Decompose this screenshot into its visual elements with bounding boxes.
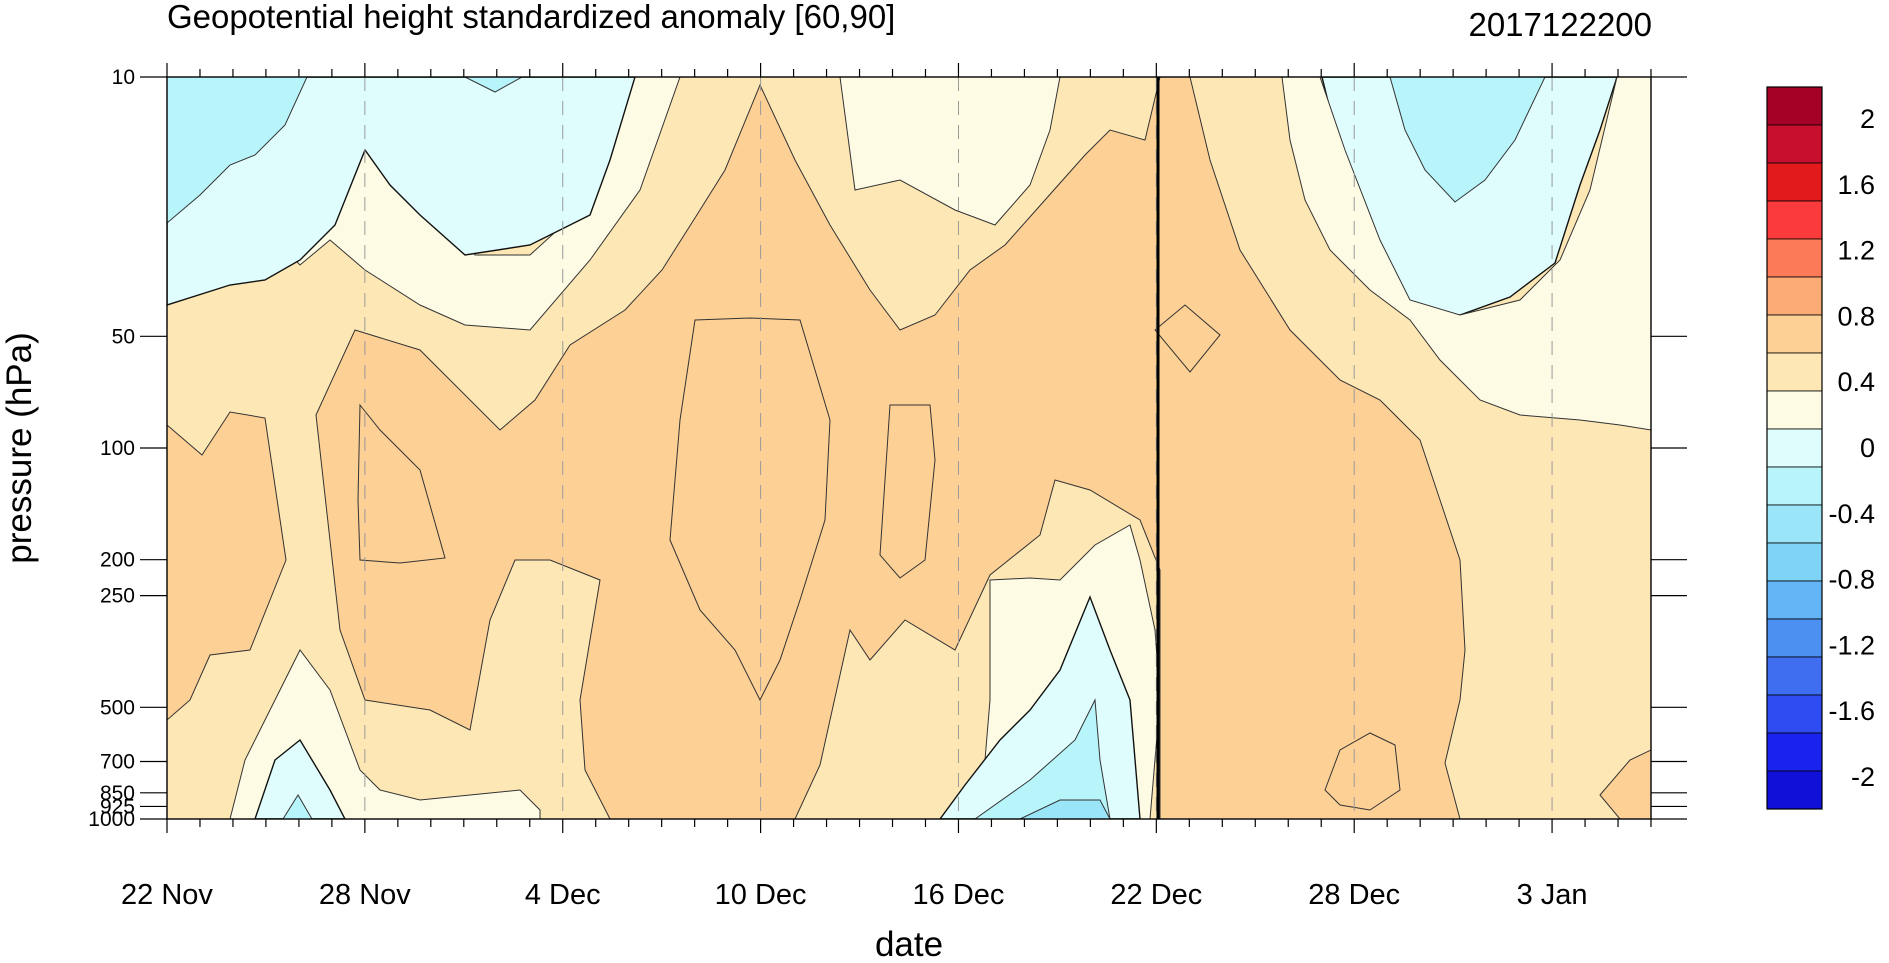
y-tick-label: 500 — [100, 696, 135, 719]
y-tick-label: 925 — [100, 795, 135, 818]
colorbar-label: 2 — [1860, 104, 1875, 134]
anomaly-region-neutral-top-2 — [839, 77, 1061, 226]
y-tick-label: 850 — [100, 782, 135, 805]
colorbar-label: -0.8 — [1828, 565, 1875, 595]
colorbar-swatch — [1766, 390, 1823, 430]
anomaly-region-neg-upper-left-strong — [167, 77, 308, 224]
y-tick-label: 250 — [100, 585, 135, 608]
colorbar-swatch — [1766, 352, 1823, 392]
x-tick-label: 16 Dec — [913, 879, 1005, 911]
x-tick-label: 22 Dec — [1110, 879, 1202, 911]
y-axis-title: pressure (hPa) — [0, 332, 39, 563]
contour-line-inner-4 — [1154, 304, 1221, 373]
colorbar-swatch — [1766, 580, 1823, 620]
colorbar-label: -2 — [1851, 762, 1875, 792]
anomaly-region-neutral-right — [1281, 77, 1651, 431]
anomaly-region-neg-upper-left — [167, 77, 636, 306]
anomaly-region-pos-bottom-far-right — [1599, 749, 1651, 819]
y-tick-label: 200 — [100, 549, 135, 572]
colorbar-label: 0.8 — [1837, 301, 1875, 331]
y-tick-label: 700 — [100, 751, 135, 774]
colorbar-swatch — [1766, 694, 1823, 734]
colorbar-swatch — [1766, 314, 1823, 354]
anomaly-region-pos-left — [167, 411, 287, 721]
colorbar-swatch — [1766, 428, 1823, 468]
x-tick-label: 22 Nov — [121, 879, 213, 911]
anomaly-region-neg-lower-left-strong — [282, 794, 313, 819]
colorbar-label: -1.2 — [1828, 630, 1875, 660]
colorbar-swatch — [1766, 542, 1823, 582]
x-tick-label: 4 Dec — [525, 879, 601, 911]
colorbar-swatch — [1766, 162, 1823, 202]
x-axis: 22 Nov 28 Nov 4 Dec 10 Dec 16 Dec 22 Dec 28 De… — [121, 63, 1652, 911]
date-gridlines — [364, 77, 1553, 819]
colorbar-label: 1.2 — [1837, 236, 1875, 266]
colorbar-swatch — [1766, 124, 1823, 164]
anomaly-region-neg-lower-middle-deep — [1019, 799, 1111, 819]
x-axis-title: date — [875, 925, 943, 963]
colorbar-swatch — [1766, 238, 1823, 278]
x-tick-label: 10 Dec — [715, 879, 807, 911]
anomaly-region-pos-bottom-right — [1324, 732, 1401, 811]
x-tick-label: 28 Nov — [319, 879, 411, 911]
colorbar-swatch — [1766, 86, 1823, 126]
colorbar-label: 0 — [1860, 433, 1875, 463]
colorbar-label: 1.6 — [1837, 170, 1875, 200]
y-tick-label: 100 — [100, 437, 135, 460]
colorbar-swatch — [1766, 732, 1823, 772]
anomaly-region-pos-center — [315, 77, 1466, 819]
colorbar-label: 0.4 — [1837, 367, 1875, 397]
chart-title: Geopotential height standardized anomaly… — [167, 0, 895, 35]
chart-timestamp: 2017122200 — [1468, 6, 1652, 43]
anomaly-region-neg-top-notch — [464, 77, 524, 93]
anomaly-region-neg-lower-middle-strong — [974, 698, 1111, 819]
colorbar-label: -0.4 — [1828, 499, 1875, 529]
contour-line-inner-2 — [879, 404, 936, 579]
y-tick-label: 50 — [112, 325, 135, 348]
colorbar-frame — [1766, 86, 1823, 810]
colorbar-swatch — [1766, 618, 1823, 658]
contour-field — [167, 77, 1651, 819]
x-tick-label: 3 Jan — [1517, 879, 1588, 911]
colorbar-swatch — [1766, 276, 1823, 316]
colorbar: 2 1.6 1.2 0.8 0.4 0 -0.4 -0.8 -1.2 -1.6 -2 — [1766, 86, 1875, 810]
colorbar-swatch — [1766, 504, 1823, 544]
anomaly-region-neg-upper-right-strong — [1389, 77, 1546, 203]
colorbar-label: -1.6 — [1828, 696, 1875, 726]
anomaly-region-neg-lower-left-cyan — [254, 738, 346, 819]
colorbar-swatch — [1766, 656, 1823, 696]
anomaly-region-neutral-top — [289, 77, 681, 331]
colorbar-swatch — [1766, 770, 1823, 810]
x-tick-label: 28 Dec — [1308, 879, 1400, 911]
colorbar-swatch — [1766, 466, 1823, 506]
colorbar-swatch — [1766, 200, 1823, 240]
contour-line-inner-3 — [357, 403, 446, 564]
contour-line-inner-1 — [669, 317, 831, 702]
y-tick-label: 1000 — [88, 808, 135, 831]
y-tick-label: 10 — [112, 66, 135, 89]
